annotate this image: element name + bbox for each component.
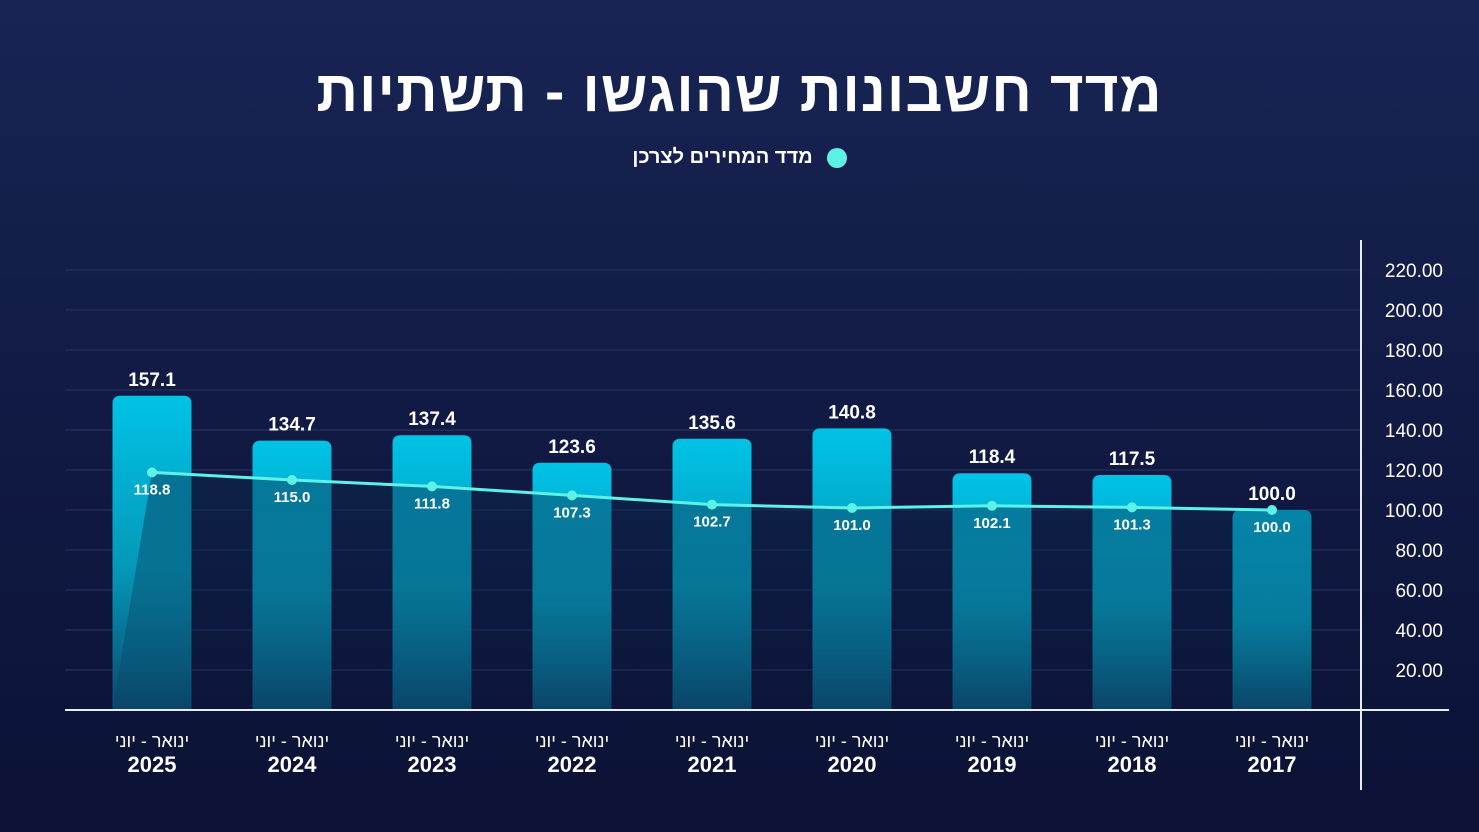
x-tick-period: ינואר - יוני: [535, 731, 609, 751]
cpi-value-label: 102.1: [973, 515, 1011, 532]
y-tick-label: 160.00: [1385, 381, 1443, 402]
x-tick-year: 2023: [408, 752, 457, 777]
cpi-value-label: 101.0: [833, 517, 871, 534]
x-tick-year: 2018: [1108, 752, 1157, 777]
x-tick-period: ינואר - יוני: [255, 731, 329, 751]
x-tick-year: 2021: [688, 752, 737, 777]
chart-title: מדד חשבונות שהוגשו - תשתיות: [316, 59, 1163, 124]
cpi-value-label: 118.8: [134, 481, 171, 498]
cpi-point: [427, 481, 437, 492]
cpi-value-label: 107.3: [553, 504, 591, 521]
cpi-point: [147, 467, 157, 478]
cpi-point: [567, 490, 577, 501]
y-tick-label: 40.00: [1395, 621, 1443, 642]
bar-value-label: 134.7: [268, 415, 316, 436]
x-tick-year: 2022: [548, 752, 597, 777]
cpi-value-label: 115.0: [274, 489, 311, 506]
y-tick-label: 140.00: [1385, 421, 1443, 442]
cpi-point: [707, 499, 717, 510]
bar-value-label: 123.6: [548, 437, 596, 458]
bar-value-label: 117.5: [1109, 449, 1156, 470]
cpi-value-label: 101.3: [1113, 516, 1151, 533]
legend-label: מדד המחירים לצרכן: [632, 146, 813, 168]
x-tick-period: ינואר - יוני: [955, 731, 1029, 751]
cpi-point: [987, 500, 997, 511]
x-tick-year: 2024: [268, 752, 318, 777]
cpi-point: [287, 475, 297, 485]
x-tick-year: 2017: [1248, 752, 1297, 777]
cpi-point: [1267, 505, 1277, 515]
bar-value-label: 135.6: [688, 413, 736, 434]
y-tick-label: 80.00: [1395, 541, 1443, 562]
x-tick-period: ינואר - יוני: [1235, 731, 1309, 751]
y-tick-label: 120.00: [1385, 461, 1443, 482]
bar-value-label: 118.4: [969, 447, 1016, 468]
x-tick-year: 2025: [128, 752, 177, 777]
cpi-value-label: 111.8: [414, 495, 450, 512]
cpi-area: [112, 472, 1312, 710]
x-tick-period: ינואר - יוני: [815, 731, 889, 751]
x-tick-period: ינואר - יוני: [115, 731, 189, 751]
x-tick-period: ינואר - יוני: [395, 731, 469, 751]
x-tick-year: 2020: [828, 752, 877, 777]
bar-value-label: 140.8: [828, 402, 876, 423]
y-tick-label: 100.00: [1385, 501, 1443, 522]
x-tick-period: ינואר - יוני: [1095, 731, 1169, 751]
cpi-value-label: 100.0: [1253, 519, 1291, 536]
legend-swatch: [826, 147, 847, 168]
bar-value-label: 137.4: [408, 409, 456, 430]
y-tick-label: 220.00: [1385, 261, 1443, 282]
y-tick-label: 20.00: [1395, 661, 1443, 682]
y-tick-label: 200.00: [1385, 301, 1443, 322]
y-tick-label: 180.00: [1385, 341, 1443, 362]
x-tick-year: 2019: [968, 752, 1017, 777]
legend: מדד המחירים לצרכן: [0, 146, 1479, 169]
bar-value-label: 157.1: [128, 370, 176, 391]
x-tick-period: ינואר - יוני: [675, 731, 749, 751]
cpi-point: [1127, 502, 1137, 513]
cpi-value-label: 102.7: [693, 514, 731, 531]
bar-value-label: 100.0: [1248, 484, 1296, 505]
y-tick-label: 60.00: [1395, 581, 1443, 602]
cpi-point: [847, 503, 857, 513]
